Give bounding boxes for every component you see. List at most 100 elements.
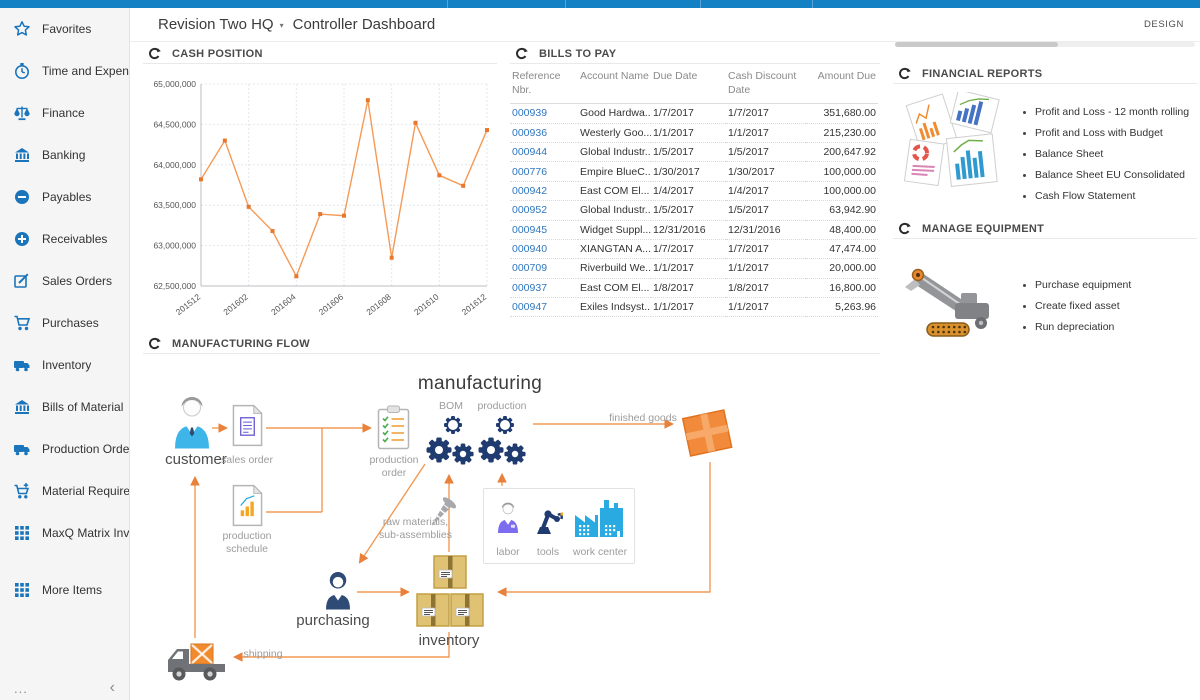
amount-due-cell: 63,942.90 xyxy=(806,200,878,221)
table-row[interactable]: 000945 Widget Suppl... 12/31/2016 12/31/201… xyxy=(510,220,878,240)
horizontal-scrollbar[interactable] xyxy=(895,42,1195,47)
inventory-label: inventory xyxy=(418,632,480,649)
minus-circle-icon xyxy=(13,188,31,206)
table-row[interactable]: 000944 Global Industr... 1/5/2017 1/5/2017 2… xyxy=(510,142,878,163)
reference-link[interactable]: 000944 xyxy=(510,142,578,163)
reference-link[interactable]: 000939 xyxy=(510,103,578,124)
cash-discount-date-cell: 1/4/2017 xyxy=(726,181,806,202)
sidebar-item-label: Favorites xyxy=(42,22,92,36)
sales-order-label: sales order xyxy=(221,454,273,466)
equipment-link[interactable]: Purchase equipment xyxy=(1023,279,1131,291)
sidebar-item-favorites[interactable]: Favorites xyxy=(0,8,129,50)
company-selector[interactable]: Revision Two HQ ▾ xyxy=(158,16,284,33)
report-link[interactable]: Profit and Loss - 12 month rolling xyxy=(1023,106,1189,118)
sidebar-item-material-requirem[interactable]: Material Requirem... xyxy=(0,470,129,512)
cash-discount-date-cell: 1/8/2017 xyxy=(726,278,806,299)
purchasing-label: purchasing xyxy=(296,612,370,629)
reference-link[interactable]: 000776 xyxy=(510,161,578,182)
bom-label: BOM xyxy=(439,400,463,412)
column-header[interactable]: Amount Due xyxy=(806,66,878,105)
account-name-cell: Riverbuild We... xyxy=(578,258,651,279)
finished-goods-label: finished goods xyxy=(609,412,677,424)
sidebar-item-finance[interactable]: Finance xyxy=(0,92,129,134)
column-header[interactable]: Account Name xyxy=(578,66,651,105)
equipment-link[interactable]: Create fixed asset xyxy=(1023,300,1131,312)
bullet-icon xyxy=(1023,325,1026,329)
table-row[interactable]: 000942 East COM El... 1/4/2017 1/4/2017 100,… xyxy=(510,181,878,202)
cash-discount-date-cell: 1/1/2017 xyxy=(726,297,806,318)
production-gears-icon xyxy=(476,411,530,474)
report-link[interactable]: Profit and Loss with Budget xyxy=(1023,127,1189,139)
report-link[interactable]: Cash Flow Statement xyxy=(1023,190,1189,202)
table-row[interactable]: 000940 XIANGTAN A... 1/7/2017 1/7/2017 47,47… xyxy=(510,239,878,260)
reference-link[interactable]: 000940 xyxy=(510,239,578,260)
scrollbar-thumb[interactable] xyxy=(895,42,1058,47)
reference-link[interactable]: 000709 xyxy=(510,258,578,279)
sidebar-item-sales-orders[interactable]: Sales Orders xyxy=(0,260,129,302)
bullet-icon xyxy=(1023,283,1026,287)
table-row[interactable]: 000952 Global Industr... 1/5/2017 1/5/2017 6… xyxy=(510,200,878,221)
design-button[interactable]: DESIGN xyxy=(1143,19,1184,30)
sidebar-item-banking[interactable]: Banking xyxy=(0,134,129,176)
account-name-cell: Westerly Goo... xyxy=(578,123,651,144)
refresh-icon[interactable] xyxy=(515,47,528,60)
reference-link[interactable]: 000952 xyxy=(510,200,578,221)
bills-to-pay-panel: BILLS TO PAY Reference Nbr. Account Name D… xyxy=(510,44,880,318)
table-row[interactable]: 000936 Westerly Goo... 1/1/2017 1/1/2017 215… xyxy=(510,123,878,144)
cart-icon xyxy=(13,314,31,332)
more-options-icon[interactable]: ... xyxy=(14,680,28,696)
star-icon xyxy=(13,20,31,38)
svg-text:201512: 201512 xyxy=(174,292,203,318)
amount-due-cell: 20,000.00 xyxy=(806,258,878,279)
sidebar-item-bills-of-material[interactable]: Bills of Material xyxy=(0,386,129,428)
truck-icon xyxy=(13,440,31,458)
sidebar-item-label: Payables xyxy=(42,190,92,204)
reference-link[interactable]: 000937 xyxy=(510,278,578,299)
panel-title: BILLS TO PAY xyxy=(539,47,617,60)
column-header[interactable]: Due Date xyxy=(651,66,726,105)
reference-link[interactable]: 000942 xyxy=(510,181,578,202)
refresh-icon[interactable] xyxy=(148,337,161,350)
table-row[interactable]: 000939 Good Hardwa... 1/7/2017 1/7/2017 351,… xyxy=(510,103,878,124)
account-name-cell: Widget Suppl... xyxy=(578,220,651,240)
refresh-icon[interactable] xyxy=(148,47,161,60)
due-date-cell: 1/30/2017 xyxy=(651,161,726,182)
equipment-link[interactable]: Run depreciation xyxy=(1023,321,1131,333)
amount-due-cell: 16,800.00 xyxy=(806,278,878,299)
sidebar-item-purchases[interactable]: Purchases xyxy=(0,302,129,344)
collapse-sidebar-icon[interactable]: ‹ xyxy=(109,679,115,696)
table-row[interactable]: 000937 East COM El... 1/8/2017 1/8/2017 16,8… xyxy=(510,278,878,299)
table-row[interactable]: 000947 Exiles Indsyst... 1/1/2017 1/1/2017 5… xyxy=(510,297,878,318)
bom-gears-icon xyxy=(424,411,478,474)
refresh-icon[interactable] xyxy=(898,67,911,80)
sidebar-item-production-orders[interactable]: Production Orders xyxy=(0,428,129,470)
reference-link[interactable]: 000945 xyxy=(510,220,578,240)
work-center-label: work center xyxy=(572,546,628,558)
table-row[interactable]: 000709 Riverbuild We... 1/1/2017 1/1/2017 20… xyxy=(510,258,878,279)
column-header[interactable]: Cash Discount Date xyxy=(726,66,806,105)
sidebar-item-receivables[interactable]: Receivables xyxy=(0,218,129,260)
sidebar-item-time-and-expenses[interactable]: Time and Expenses xyxy=(0,50,129,92)
sidebar-item-payables[interactable]: Payables xyxy=(0,176,129,218)
chevron-down-icon: ▾ xyxy=(279,21,284,30)
account-name-cell: Global Industr... xyxy=(578,200,651,221)
table-row[interactable]: 000776 Empire BlueC... 1/30/2017 1/30/2017 1… xyxy=(510,161,878,182)
sidebar-item-maxq-matrix-invent[interactable]: MaxQ Matrix Invent... xyxy=(0,512,129,554)
report-link[interactable]: Balance Sheet EU Consolidated xyxy=(1023,169,1189,181)
amount-due-cell: 200,647.92 xyxy=(806,142,878,163)
tools-icon xyxy=(535,502,564,539)
production-order-icon xyxy=(377,405,410,455)
manufacturing-flow-diagram: customer sales order production schedule xyxy=(143,354,880,700)
sidebar-item-inventory[interactable]: Inventory xyxy=(0,344,129,386)
column-header[interactable]: Reference Nbr. xyxy=(510,66,578,105)
purchasing-icon xyxy=(323,570,353,615)
report-link[interactable]: Balance Sheet xyxy=(1023,148,1189,160)
sidebar-item-label: Purchases xyxy=(42,316,99,330)
panel-header: CASH POSITION xyxy=(143,44,497,64)
reference-link[interactable]: 000936 xyxy=(510,123,578,144)
sidebar-item-more-items[interactable]: More Items xyxy=(0,569,129,611)
reference-link[interactable]: 000947 xyxy=(510,297,578,318)
refresh-icon[interactable] xyxy=(898,222,911,235)
sidebar-item-label: Material Requirem... xyxy=(42,484,129,498)
amount-due-cell: 100,000.00 xyxy=(806,161,878,182)
